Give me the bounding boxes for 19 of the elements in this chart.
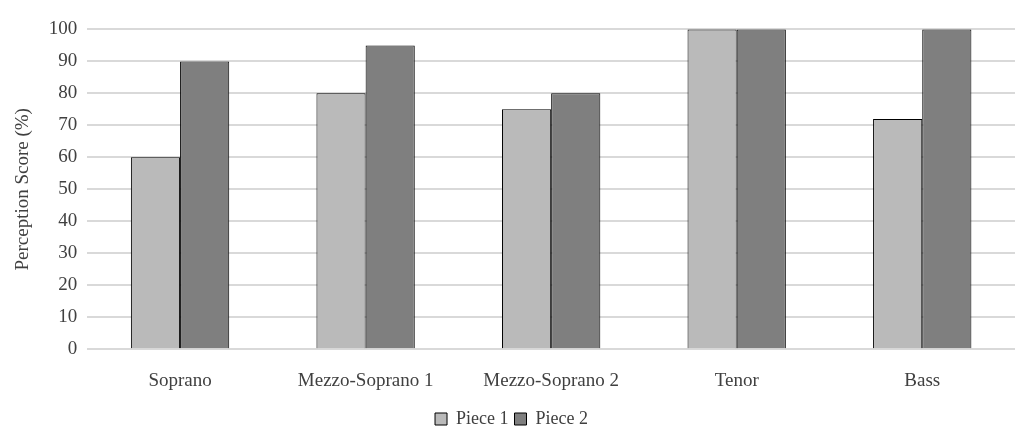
legend-label: Piece 1 bbox=[456, 407, 509, 428]
y-tick-label: 100 bbox=[48, 17, 78, 39]
y-tick-label: 60 bbox=[58, 145, 78, 167]
x-tick-label: Bass bbox=[904, 368, 941, 390]
y-tick-label: 50 bbox=[58, 177, 78, 199]
y-tick-label: 80 bbox=[58, 81, 78, 103]
y-tick-label: 40 bbox=[58, 209, 78, 231]
legend-label: Piece 2 bbox=[535, 407, 588, 428]
y-axis-title: Perception Score (%) bbox=[11, 108, 34, 271]
y-tick-label: 0 bbox=[67, 337, 78, 359]
y-tick-label: 20 bbox=[58, 273, 78, 295]
x-tick-label: Soprano bbox=[148, 368, 212, 390]
y-tick-label: 90 bbox=[58, 49, 78, 71]
x-tick-label: Tenor bbox=[714, 368, 760, 390]
x-tick-label: Mezzo-Soprano 1 bbox=[297, 368, 434, 390]
y-tick-label: 70 bbox=[58, 113, 78, 135]
y-tick-label: 10 bbox=[58, 305, 78, 327]
x-tick-label: Mezzo-Soprano 2 bbox=[483, 368, 619, 390]
y-tick-label: 30 bbox=[58, 241, 78, 263]
